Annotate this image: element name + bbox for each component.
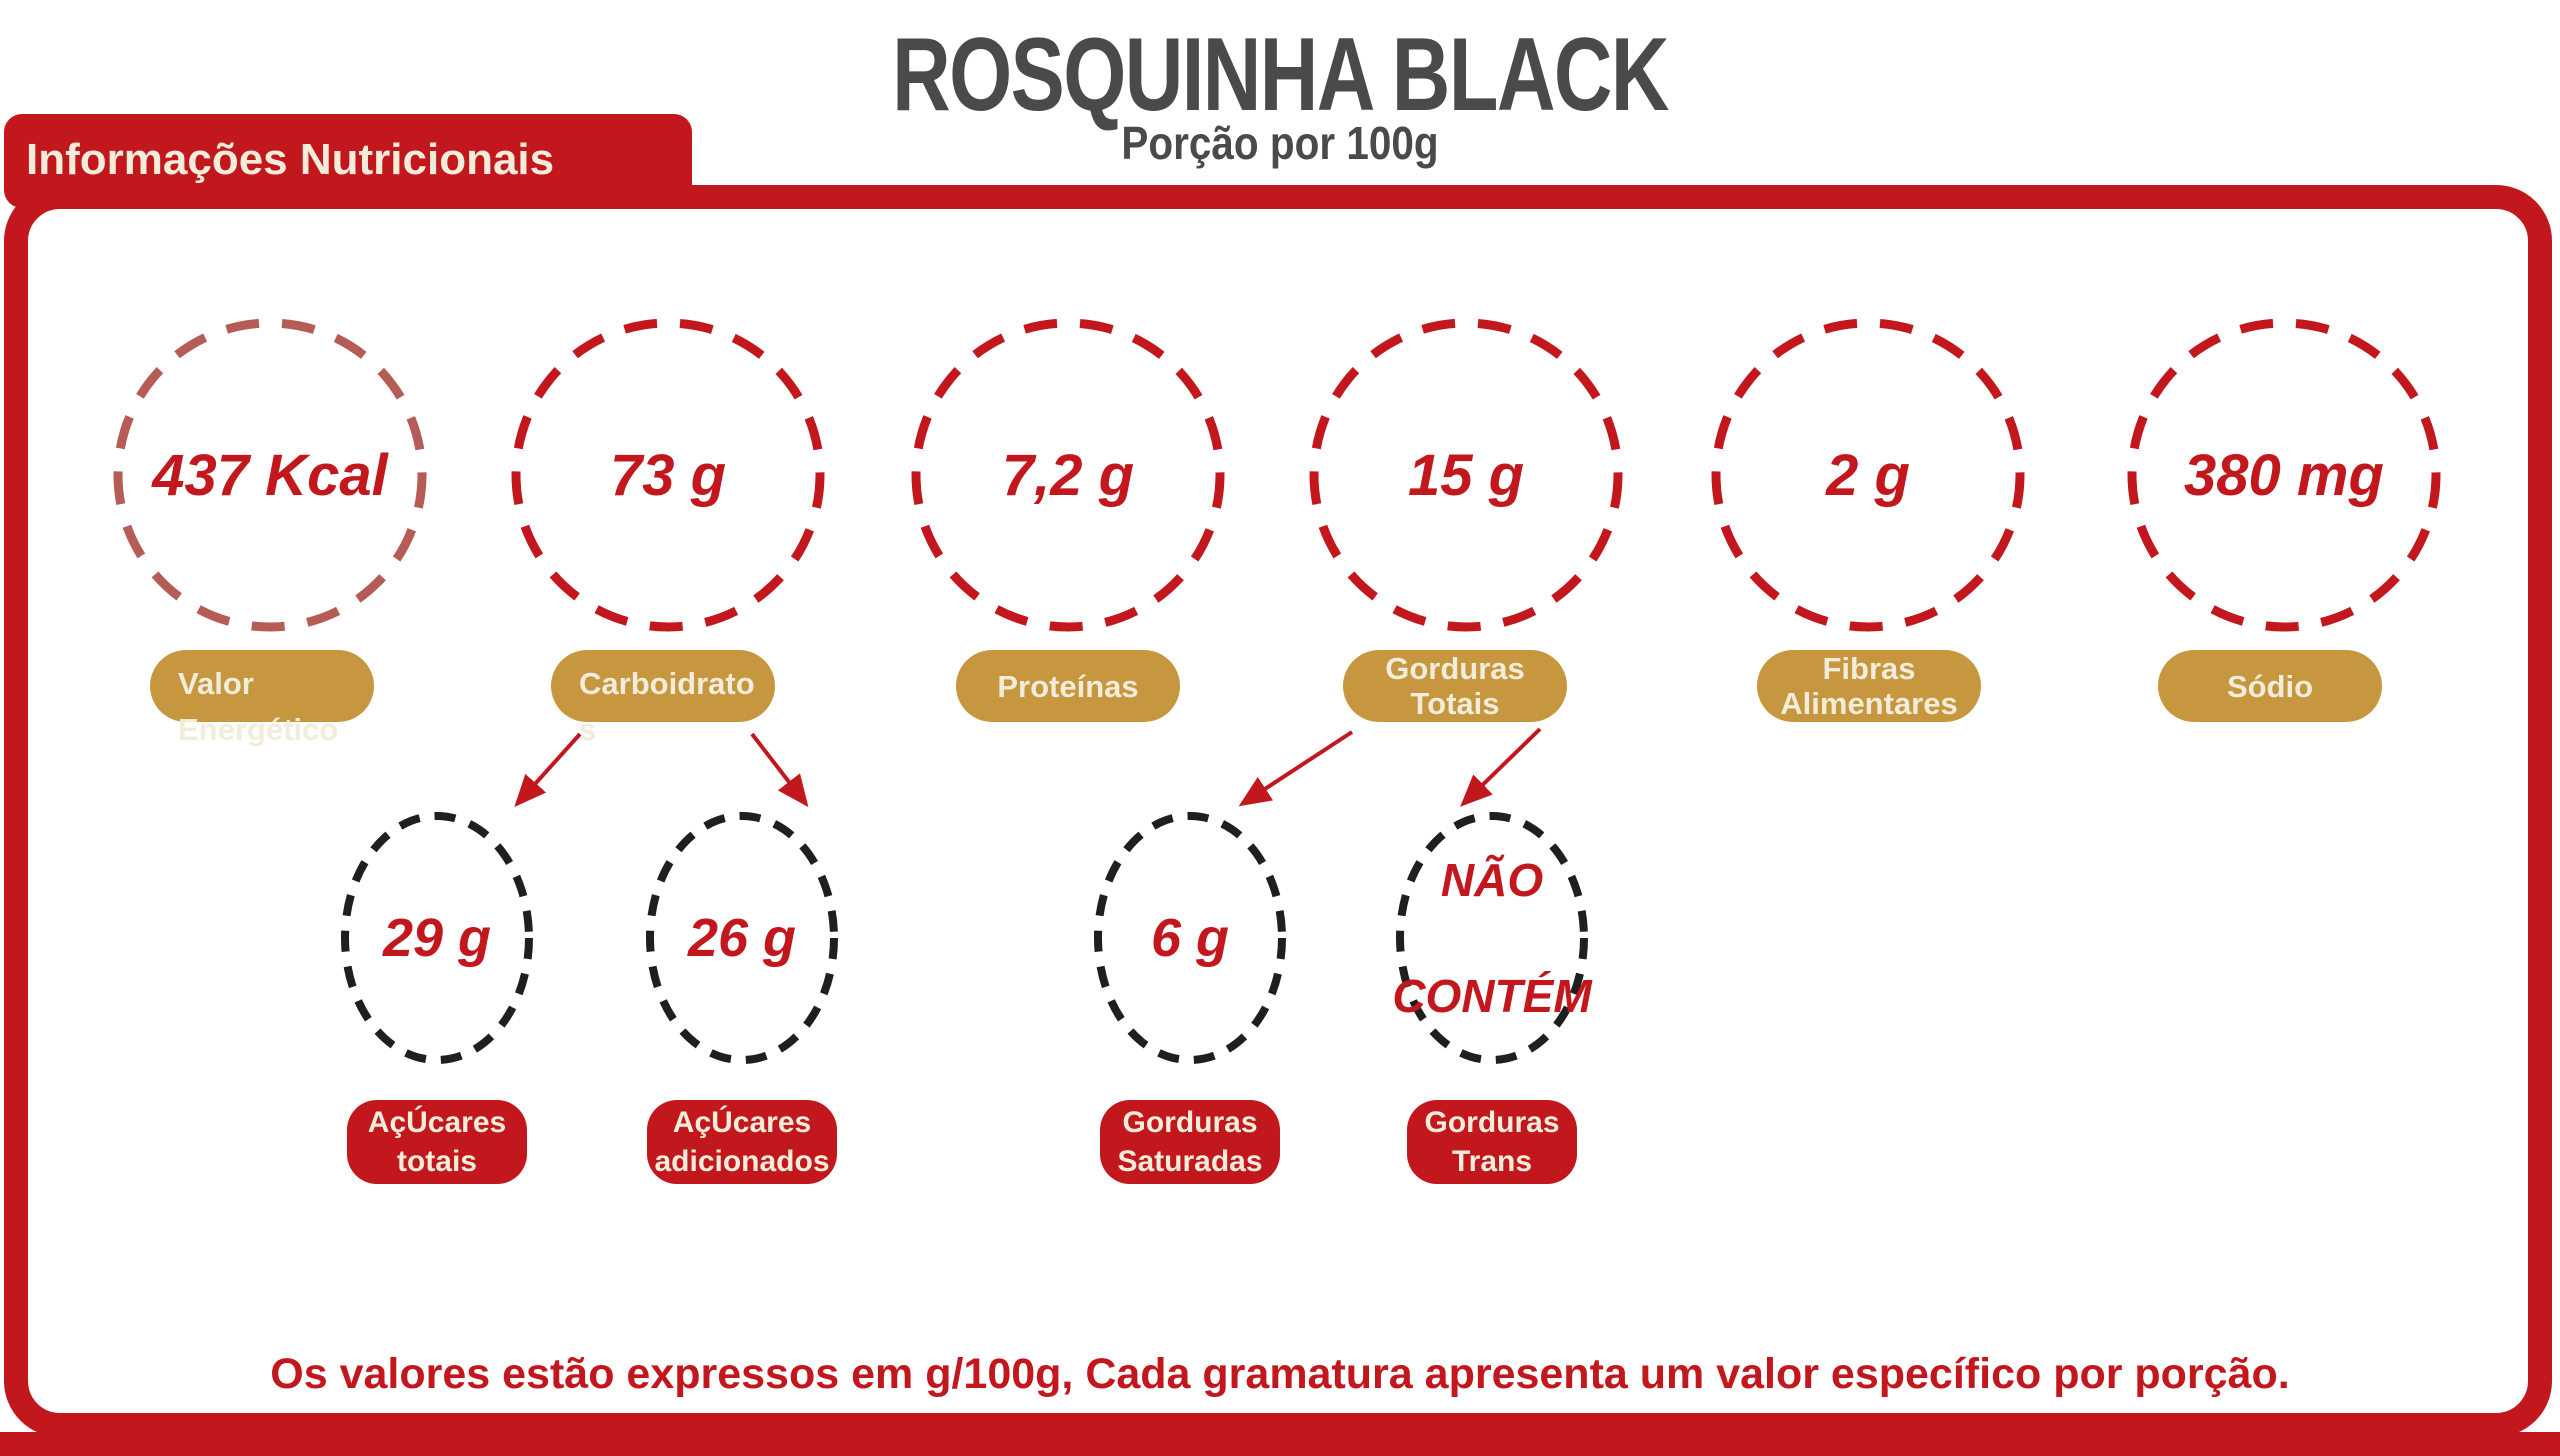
sodio-circle xyxy=(2127,318,2441,632)
acucares-totais-circle xyxy=(341,812,533,1064)
gorduras-trans-label: Gorduras Trans xyxy=(1407,1100,1577,1184)
nutrition-info-tab: Informações Nutricionais xyxy=(4,114,692,208)
label-line: Sódio xyxy=(2226,668,2314,704)
fibras-circle xyxy=(1711,318,2025,632)
footnote: Os valores estão expressos em g/100g, Ca… xyxy=(270,1350,2290,1398)
carboidratos-label: Carboidrato s xyxy=(551,650,775,747)
label-line: Proteínas xyxy=(997,668,1139,704)
label-line: Trans xyxy=(1451,1145,1533,1178)
label-line: AçÚcares xyxy=(367,1106,507,1139)
gorduras-saturadas-circle xyxy=(1094,812,1286,1064)
acucares-adicionados-value: 26 g xyxy=(687,908,797,968)
label-line: Gorduras xyxy=(1385,651,1525,686)
label-line: Carboidrato xyxy=(579,666,755,701)
label-line: Energético xyxy=(178,712,339,747)
carboidratos-circle xyxy=(511,318,825,632)
gorduras-totais-label: Gorduras Totais xyxy=(1343,650,1567,722)
bottom-red-strip xyxy=(0,1432,2560,1456)
page-title: ROSQUINHA BLACK xyxy=(892,17,1669,133)
acucares-adicionados-label: AçÚcares adicionados xyxy=(647,1100,837,1184)
gorduras-totais-circle xyxy=(1309,318,1623,632)
label-line: Alimentares xyxy=(1780,686,1958,721)
gorduras-trans-circle xyxy=(1396,812,1588,1064)
fibras-value: 2 g xyxy=(1826,442,1910,508)
page-subtitle: Porção por 100g xyxy=(1121,117,1439,169)
label-line: Gorduras xyxy=(1424,1106,1560,1139)
carboidratos-value: 73 g xyxy=(609,442,727,508)
gorduras-saturadas-label: Gorduras Saturadas xyxy=(1100,1100,1280,1184)
label-line: s xyxy=(579,712,597,747)
valor-energetico-value: 437 Kcal xyxy=(152,442,388,508)
sodio-value: 380 mg xyxy=(2184,442,2384,508)
label-line: adicionados xyxy=(654,1145,830,1178)
label-line: totais xyxy=(396,1145,477,1178)
label-line: AçÚcares xyxy=(672,1106,812,1139)
label-line: Valor xyxy=(178,666,254,701)
label-line: Fibras xyxy=(1822,651,1916,686)
label-line: Totais xyxy=(1410,686,1500,721)
sodio-label: Sódio xyxy=(2158,650,2382,722)
value-line: CONTÉM xyxy=(1392,970,1592,1022)
fibras-label: Fibras Alimentares xyxy=(1757,650,1981,722)
proteinas-circle xyxy=(911,318,1225,632)
valor-energetico-circle xyxy=(113,318,427,632)
acucares-totais-label: AçÚcares totais xyxy=(347,1100,527,1184)
valor-energetico-label: Valor Energético xyxy=(150,650,374,747)
proteinas-label: Proteínas xyxy=(956,650,1180,722)
gorduras-trans-value: NÃO CONTÉM xyxy=(1387,803,1597,1073)
acucares-totais-value: 29 g xyxy=(382,908,492,968)
gorduras-saturadas-value: 6 g xyxy=(1150,908,1230,968)
gorduras-totais-value: 15 g xyxy=(1407,442,1525,508)
card-border xyxy=(4,185,2552,1437)
proteinas-value: 7,2 g xyxy=(1001,442,1135,508)
value-line: NÃO xyxy=(1440,854,1544,906)
label-line: Gorduras xyxy=(1122,1106,1258,1139)
acucares-adicionados-circle xyxy=(646,812,838,1064)
label-line: Saturadas xyxy=(1117,1145,1263,1178)
